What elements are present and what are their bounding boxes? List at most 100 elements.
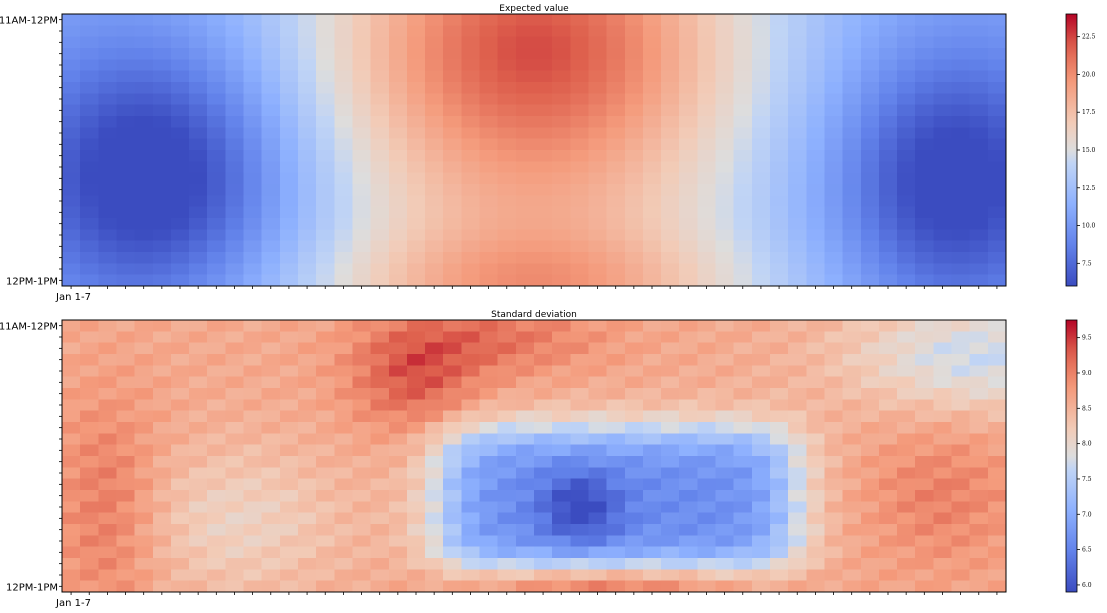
heatmap-cell (98, 524, 117, 536)
heatmap-cell (679, 580, 698, 593)
heatmap-cell (461, 422, 481, 434)
heatmap-cell (370, 478, 390, 491)
heatmap-cell (370, 410, 390, 423)
heatmap-cell (80, 558, 99, 570)
heatmap-cell (897, 184, 916, 196)
heatmap-cell (461, 569, 481, 582)
heatmap-cell (515, 456, 535, 468)
heatmap-cell (515, 25, 535, 38)
heatmap-cell (443, 524, 462, 536)
heatmap-cell (624, 535, 644, 548)
heatmap-cell (951, 342, 971, 355)
heatmap-cell (334, 14, 353, 26)
heatmap-cell (116, 127, 136, 140)
heatmap-cell (715, 558, 735, 570)
heatmap-cell (225, 138, 245, 151)
heatmap-cell (570, 490, 589, 502)
heatmap-cell (624, 48, 644, 60)
heatmap-cell (679, 444, 698, 457)
heatmap-cell (624, 59, 644, 72)
heatmap-cell (588, 93, 608, 106)
heatmap-cell (243, 70, 263, 83)
heatmap-cell (679, 172, 698, 185)
heatmap-cell (352, 535, 372, 548)
heatmap-cell (552, 218, 571, 230)
heatmap-cell (479, 172, 499, 185)
heatmap-cell (987, 195, 1007, 208)
heatmap-cell (661, 82, 680, 94)
heatmap-cell (443, 172, 462, 185)
heatmap-cell (116, 388, 136, 400)
heatmap-cell (933, 580, 953, 593)
heatmap-cell (987, 70, 1007, 83)
heatmap-cell (243, 512, 263, 525)
heatmap-cell (479, 104, 499, 117)
heatmap-cell (806, 388, 825, 400)
heatmap-cell (715, 376, 735, 389)
heatmap-cell (189, 433, 208, 446)
heatmap-cell (878, 240, 898, 253)
heatmap-cell (697, 490, 717, 502)
heatmap-cell (697, 116, 717, 128)
heatmap-cell (806, 410, 825, 423)
heatmap-cell (697, 580, 717, 593)
heatmap-cell (370, 229, 390, 242)
heatmap-cell (951, 388, 971, 400)
heatmap-cell (479, 82, 499, 94)
heatmap-cell (570, 524, 589, 536)
heatmap-cell (370, 422, 390, 434)
heatmap-cell (806, 320, 825, 332)
heatmap-cell (515, 478, 535, 491)
heatmap-cell (915, 48, 934, 60)
heatmap-cell (334, 59, 353, 72)
heatmap-cell (770, 569, 789, 582)
heatmap-cell (461, 184, 481, 196)
heatmap-cell (969, 274, 989, 287)
heatmap-cell (279, 456, 299, 468)
heatmap-cell (461, 138, 481, 151)
heatmap-cell (679, 104, 698, 117)
heatmap-cell (279, 490, 299, 502)
heatmap-cell (279, 161, 299, 174)
heatmap-cell (534, 48, 553, 60)
heatmap-cell (552, 444, 571, 457)
heatmap-cell (298, 467, 317, 480)
heatmap-cell (552, 36, 571, 49)
heatmap-cell (534, 388, 553, 400)
heatmap-cell (425, 172, 444, 185)
heatmap-cell (951, 399, 971, 412)
heatmap-cell (697, 93, 717, 106)
heatmap-cell (679, 93, 698, 106)
heatmap-cell (116, 104, 136, 117)
heatmap-cell (987, 501, 1007, 514)
heatmap-cell (679, 524, 698, 536)
heatmap-cell (352, 365, 372, 378)
heatmap-cell (697, 331, 717, 344)
heatmap-cell (661, 569, 680, 582)
heatmap-cell (733, 48, 753, 60)
heatmap-cell (80, 524, 99, 536)
heatmap-cell (243, 104, 263, 117)
heatmap-cell (461, 512, 481, 525)
heatmap-cell (915, 558, 934, 570)
heatmap-cell (733, 580, 753, 593)
heatmap-cell (969, 456, 989, 468)
heatmap-cell (316, 25, 335, 38)
heatmap-cell (134, 512, 154, 525)
heatmap-cell (770, 501, 789, 514)
heatmap-cell (806, 25, 825, 38)
heatmap-cell (534, 161, 553, 174)
heatmap-cell (170, 422, 190, 434)
heatmap-cell (715, 490, 735, 502)
heatmap-cell (588, 252, 608, 264)
heatmap-cell (316, 150, 335, 162)
heatmap-cell (80, 14, 99, 26)
heatmap-cell (534, 524, 553, 536)
heatmap-cell (479, 320, 499, 332)
heatmap-cell (316, 263, 335, 276)
heatmap-cell (134, 580, 154, 593)
heatmap-cell (497, 138, 517, 151)
heatmap-cell (806, 399, 825, 412)
heatmap-cell (951, 456, 971, 468)
heatmap-cell (497, 546, 517, 559)
